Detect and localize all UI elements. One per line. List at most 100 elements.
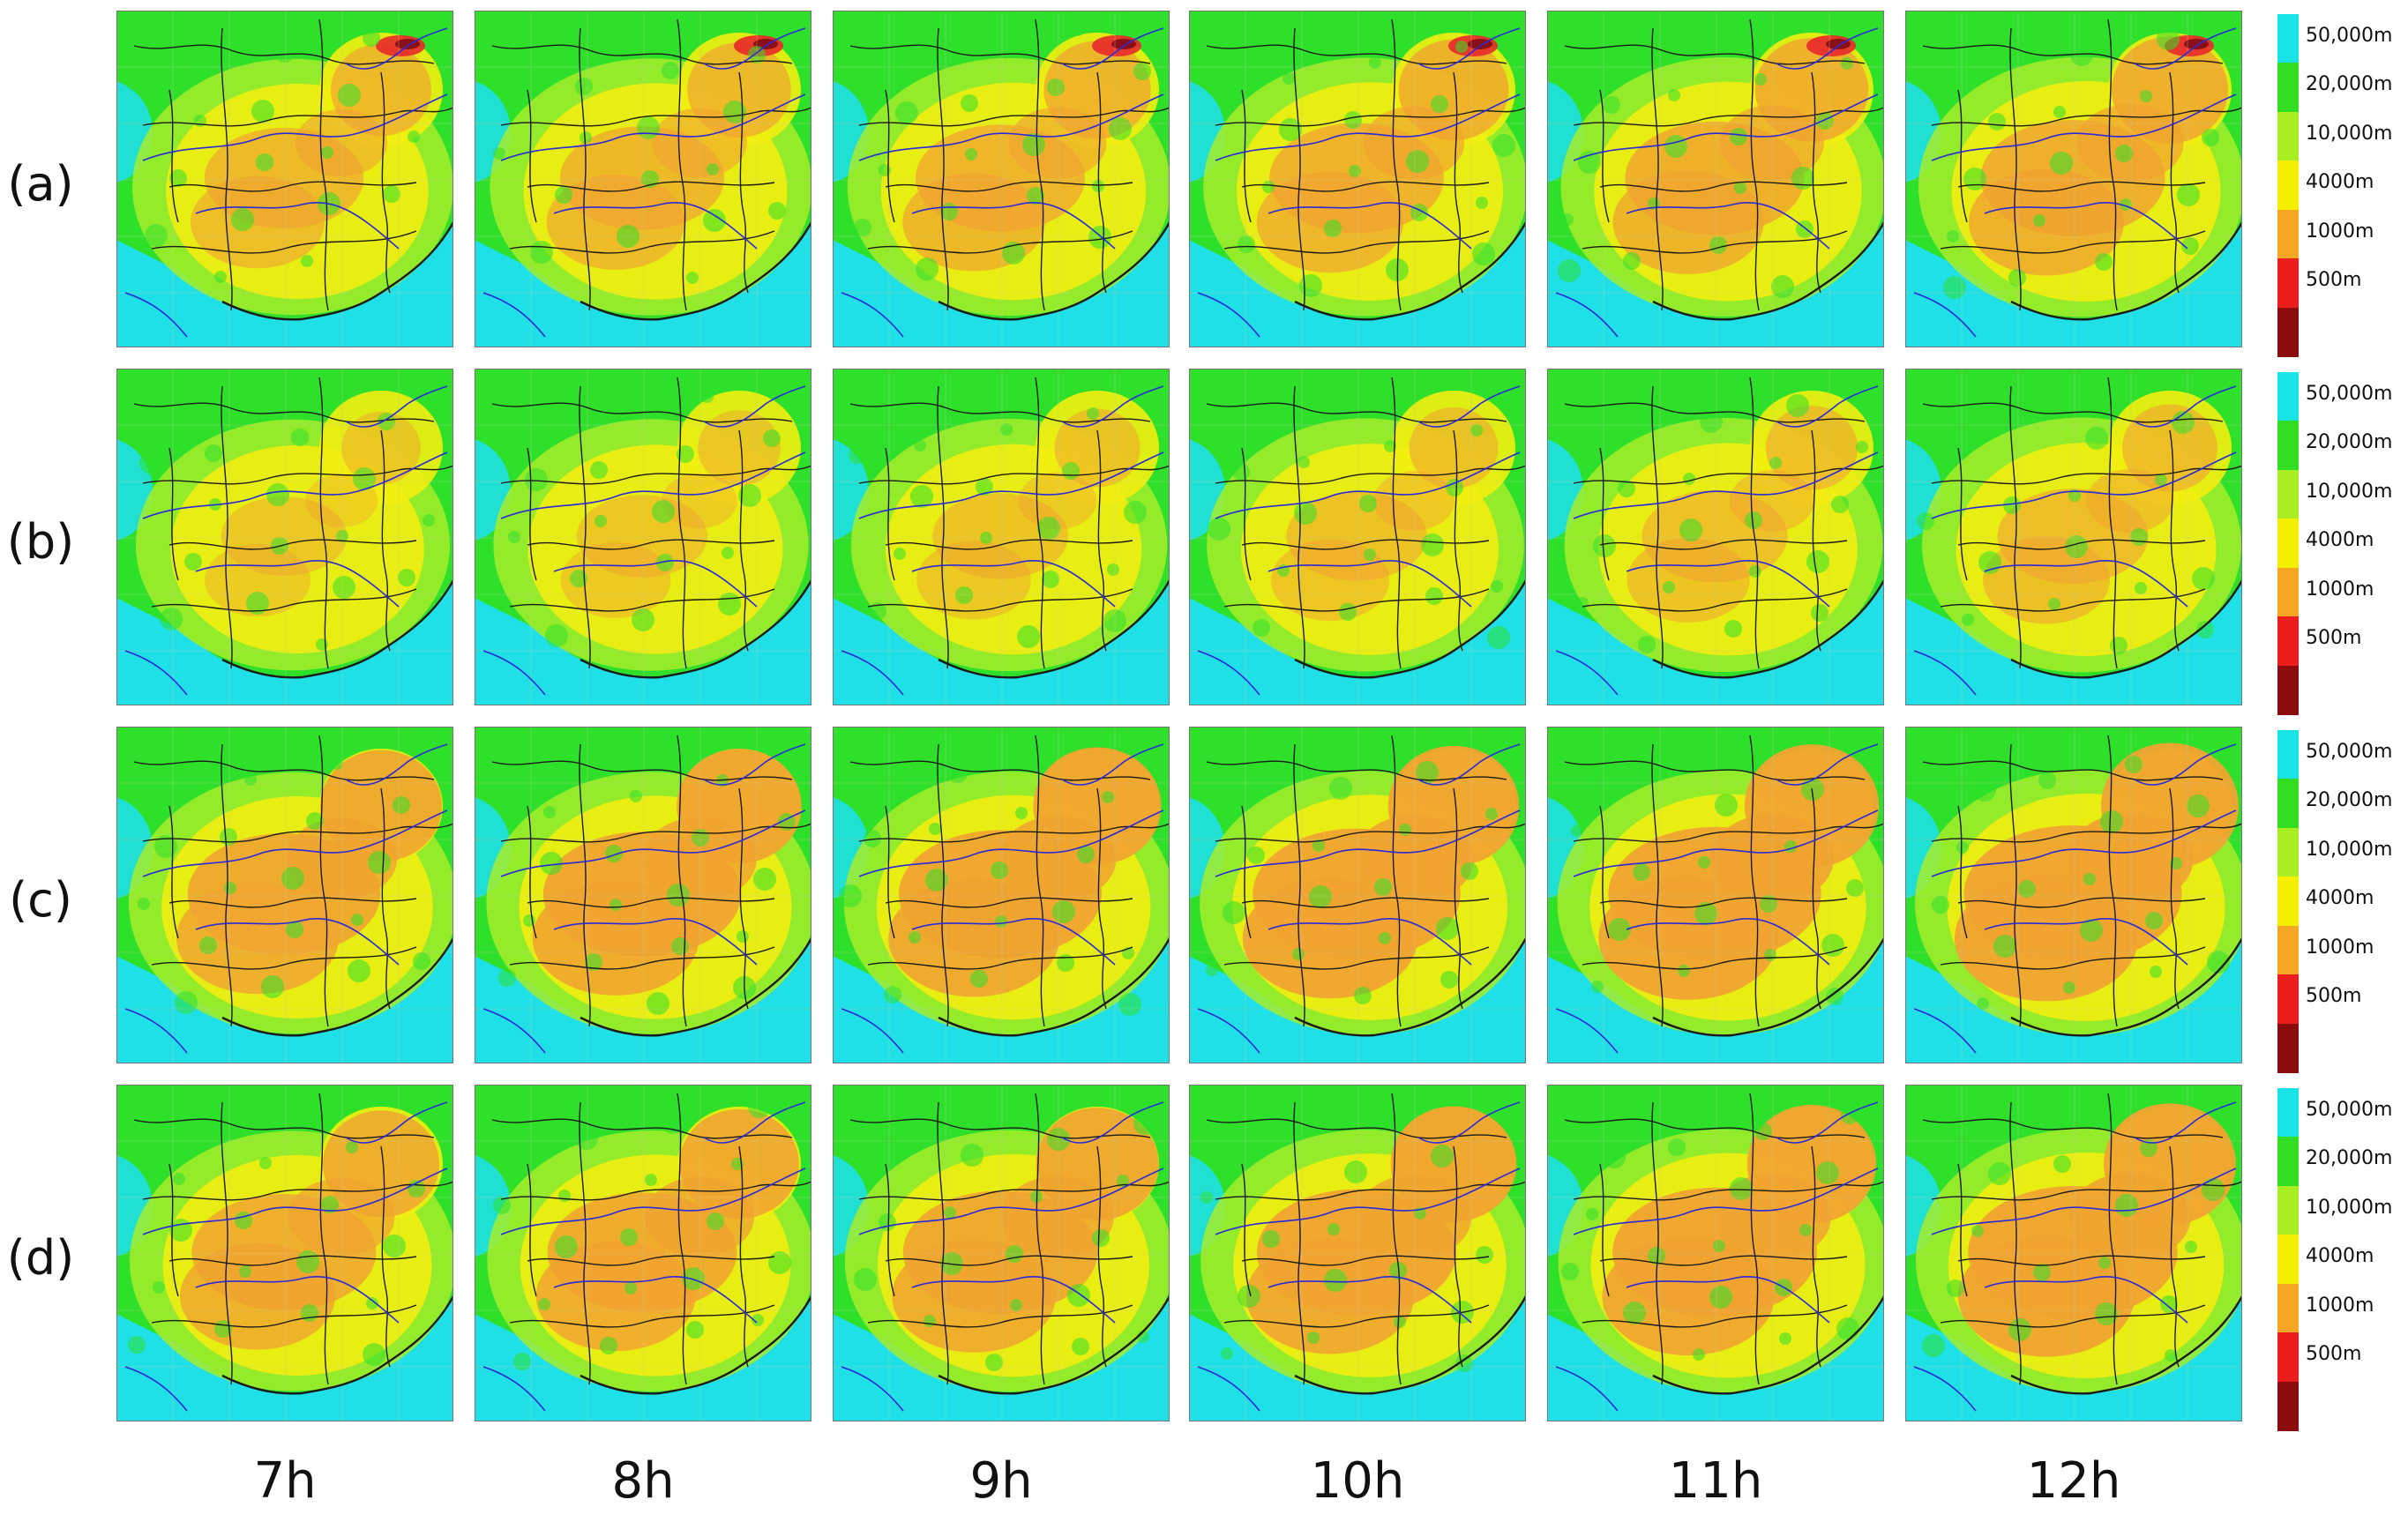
map-panel — [116, 1085, 453, 1421]
visibility-map — [1547, 727, 1884, 1063]
legend-color-bar — [2277, 1088, 2299, 1431]
visibility-map — [475, 1085, 811, 1421]
legend-swatch — [2277, 372, 2299, 422]
legend-swatch — [2277, 519, 2299, 569]
visibility-map — [1189, 1085, 1526, 1421]
map-panel — [1905, 1085, 2242, 1421]
legend-tick-label: 500m — [2306, 627, 2362, 649]
legend-swatch — [2277, 1185, 2299, 1236]
legend-color-bar — [2277, 14, 2299, 357]
legend-tick-label: 20,000m — [2306, 789, 2393, 812]
legend-color-bar — [2277, 730, 2299, 1073]
visibility-map — [1189, 369, 1526, 705]
map-panel — [1905, 11, 2242, 347]
map-panel — [1547, 727, 1884, 1063]
legend-swatch — [2277, 827, 2299, 878]
visibility-map — [833, 11, 1170, 347]
legend-swatch — [2277, 616, 2299, 667]
legend-swatch — [2277, 567, 2299, 618]
map-panel — [116, 369, 453, 705]
legend-swatch — [2277, 925, 2299, 976]
map-panel — [1547, 1085, 1884, 1421]
map-panel — [833, 369, 1170, 705]
color-legend: 50,000m 20,000m 10,000m 4000m 1000m 500m — [2277, 1088, 2408, 1431]
map-panel — [475, 369, 811, 705]
legend-tick-label: 1000m — [2306, 220, 2374, 242]
legend-tick-label: 50,000m — [2306, 740, 2393, 763]
legend-color-bar — [2277, 372, 2299, 715]
map-panel — [1547, 369, 1884, 705]
map-panel — [1905, 369, 2242, 705]
legend-tick-label: 500m — [2306, 269, 2362, 291]
legend-swatch — [2277, 63, 2299, 113]
map-panel — [475, 11, 811, 347]
row-label: (c) — [9, 872, 72, 928]
map-panel — [1189, 11, 1526, 347]
visibility-map — [116, 1085, 453, 1421]
visibility-map — [1189, 11, 1526, 347]
visibility-map — [116, 11, 453, 347]
visibility-map — [475, 727, 811, 1063]
row-label: (d) — [6, 1230, 75, 1286]
legend-swatch — [2277, 779, 2299, 829]
map-panel — [833, 727, 1170, 1063]
visibility-map — [1547, 369, 1884, 705]
map-panel — [116, 11, 453, 347]
legend-swatch — [2277, 1023, 2299, 1073]
map-panel — [1905, 727, 2242, 1063]
legend-swatch — [2277, 1381, 2299, 1431]
map-panel — [475, 1085, 811, 1421]
legend-tick-label: 10,000m — [2306, 480, 2393, 503]
map-panel — [116, 727, 453, 1063]
legend-tick-label: 1000m — [2306, 1294, 2374, 1317]
legend-swatch — [2277, 1088, 2299, 1138]
visibility-map — [1547, 1085, 1884, 1421]
visibility-map — [1905, 727, 2242, 1063]
visibility-map — [833, 727, 1170, 1063]
color-legend: 50,000m 20,000m 10,000m 4000m 1000m 500m — [2277, 372, 2408, 715]
legend-swatch — [2277, 1332, 2299, 1383]
legend-swatch — [2277, 1283, 2299, 1334]
column-label: 11h — [1668, 1452, 1763, 1510]
visibility-map — [116, 369, 453, 705]
legend-tick-label: 500m — [2306, 1343, 2362, 1365]
legend-tick-label: 4000m — [2306, 171, 2374, 194]
visibility-map — [1905, 11, 2242, 347]
legend-swatch — [2277, 307, 2299, 357]
legend-tick-label: 50,000m — [2306, 382, 2393, 405]
column-label: 7h — [253, 1452, 317, 1510]
color-legend: 50,000m 20,000m 10,000m 4000m 1000m 500m — [2277, 730, 2408, 1073]
visibility-map — [833, 369, 1170, 705]
legend-swatch — [2277, 665, 2299, 715]
color-legend: 50,000m 20,000m 10,000m 4000m 1000m 500m — [2277, 14, 2408, 357]
visibility-map — [475, 369, 811, 705]
column-label: 9h — [969, 1452, 1033, 1510]
legend-swatch — [2277, 469, 2299, 520]
legend-swatch — [2277, 421, 2299, 471]
legend-tick-label: 500m — [2306, 985, 2362, 1007]
legend-tick-label: 50,000m — [2306, 1098, 2393, 1121]
visibility-map — [1547, 11, 1884, 347]
legend-swatch — [2277, 14, 2299, 64]
column-label: 10h — [1310, 1452, 1405, 1510]
legend-tick-label: 4000m — [2306, 529, 2374, 552]
visibility-map — [1905, 1085, 2242, 1421]
legend-swatch — [2277, 1235, 2299, 1285]
legend-tick-label: 20,000m — [2306, 1147, 2393, 1170]
row-label: (a) — [7, 156, 74, 212]
visibility-map — [1905, 369, 2242, 705]
legend-tick-label: 4000m — [2306, 887, 2374, 910]
legend-tick-label: 10,000m — [2306, 1196, 2393, 1219]
column-label: 12h — [2026, 1452, 2121, 1510]
legend-swatch — [2277, 877, 2299, 927]
legend-swatch — [2277, 111, 2299, 162]
map-panel — [1189, 369, 1526, 705]
legend-tick-label: 4000m — [2306, 1245, 2374, 1268]
map-panel — [1189, 727, 1526, 1063]
map-panel — [1547, 11, 1884, 347]
map-panel — [475, 727, 811, 1063]
row-label: (b) — [6, 514, 75, 570]
legend-tick-label: 1000m — [2306, 936, 2374, 959]
legend-swatch — [2277, 209, 2299, 260]
visibility-map — [116, 727, 453, 1063]
